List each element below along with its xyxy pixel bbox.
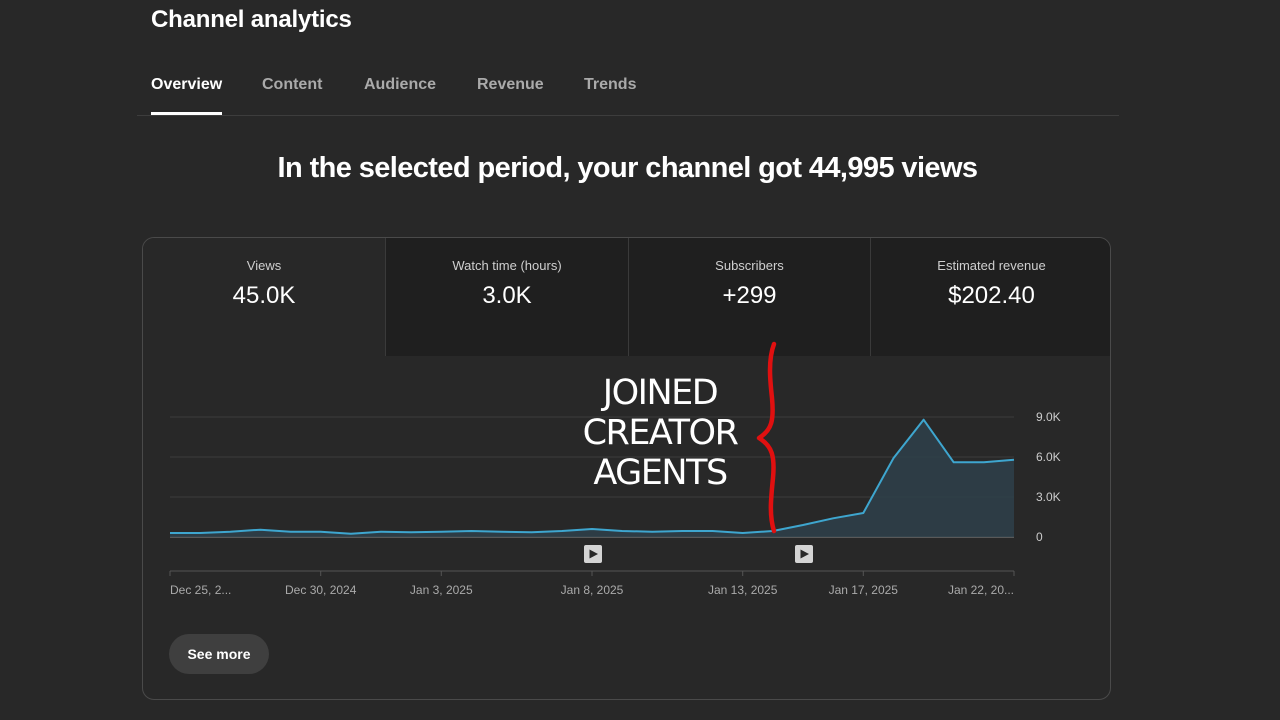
- metric-label: Estimated revenue: [937, 258, 1046, 273]
- see-more-button[interactable]: See more: [169, 634, 269, 674]
- annotation-line: JOINED: [602, 373, 719, 413]
- x-tick-label: Dec 25, 2...: [170, 583, 231, 597]
- tab-content[interactable]: Content: [262, 76, 323, 93]
- tabs-divider: [137, 115, 1119, 116]
- period-summary-headline: In the selected period, your channel got…: [277, 152, 978, 184]
- y-tick-label: 9.0K: [1036, 410, 1061, 424]
- x-tick-label: Jan 3, 2025: [410, 583, 473, 597]
- metric-value: $202.40: [948, 282, 1035, 309]
- metric-value: 3.0K: [482, 282, 532, 309]
- annotation-line: AGENTS: [593, 453, 728, 493]
- metric-label: Watch time (hours): [452, 258, 562, 273]
- metric-label: Subscribers: [715, 258, 784, 273]
- chart-x-axis: Dec 25, 2... Dec 30, 2024 Jan 3, 2025 Jan 8…: [169, 570, 1015, 597]
- metric-views[interactable]: Views 45.0K: [143, 238, 385, 356]
- x-tick-label: Jan 13, 2025: [708, 583, 778, 597]
- tab-overview[interactable]: Overview: [151, 76, 223, 115]
- chart-y-axis: 0 3.0K 6.0K 9.0K: [1036, 410, 1061, 544]
- video-marker-icon[interactable]: [584, 545, 602, 563]
- metric-subscribers[interactable]: Subscribers +299: [628, 238, 870, 356]
- tab-trends[interactable]: Trends: [584, 76, 637, 93]
- y-tick-label: 0: [1036, 530, 1043, 544]
- video-marker-icon[interactable]: [795, 545, 813, 563]
- x-tick-label: Jan 17, 2025: [829, 583, 899, 597]
- page-title: Channel analytics: [151, 6, 352, 33]
- annotation-line: CREATOR: [582, 413, 739, 453]
- y-tick-label: 3.0K: [1036, 490, 1061, 504]
- x-tick-label: Jan 8, 2025: [561, 583, 624, 597]
- views-line: [170, 418, 1015, 535]
- metric-estimated-revenue[interactable]: Estimated revenue $202.40: [870, 238, 1110, 356]
- metric-value: 45.0K: [232, 282, 296, 309]
- metric-watch-time[interactable]: Watch time (hours) 3.0K: [385, 238, 628, 356]
- metric-label: Views: [246, 258, 282, 273]
- annotation-brace: [756, 341, 777, 534]
- metric-value: +299: [722, 282, 777, 309]
- tab-revenue[interactable]: Revenue: [477, 76, 544, 93]
- y-tick-label: 6.0K: [1036, 450, 1061, 464]
- annotation-text: JOINED CREATOR AGENTS: [565, 373, 755, 493]
- x-tick-label: Dec 30, 2024: [285, 583, 357, 597]
- x-tick-label: Jan 22, 20...: [948, 583, 1014, 597]
- metric-cards: Views 45.0K Watch time (hours) 3.0K Subs…: [143, 238, 1110, 356]
- tab-audience[interactable]: Audience: [364, 76, 437, 93]
- video-markers: [584, 545, 813, 563]
- views-area: [170, 419, 1014, 537]
